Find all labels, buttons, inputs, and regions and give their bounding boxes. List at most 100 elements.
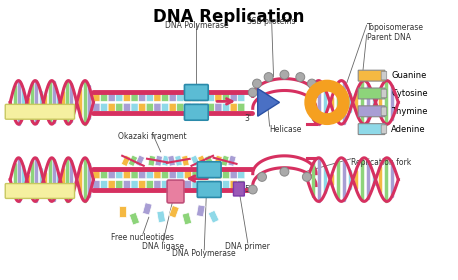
Text: Lagging strand: Lagging strand — [10, 186, 70, 195]
FancyBboxPatch shape — [146, 171, 153, 179]
FancyBboxPatch shape — [93, 104, 100, 111]
FancyBboxPatch shape — [5, 104, 75, 119]
FancyBboxPatch shape — [223, 181, 229, 188]
FancyBboxPatch shape — [169, 171, 176, 179]
FancyBboxPatch shape — [192, 104, 199, 111]
Circle shape — [280, 70, 289, 79]
FancyBboxPatch shape — [124, 94, 131, 101]
FancyBboxPatch shape — [238, 94, 245, 101]
FancyBboxPatch shape — [234, 182, 245, 196]
Circle shape — [296, 73, 305, 81]
FancyBboxPatch shape — [131, 94, 138, 101]
FancyBboxPatch shape — [116, 181, 123, 188]
FancyBboxPatch shape — [200, 181, 207, 188]
Circle shape — [302, 172, 311, 181]
FancyBboxPatch shape — [192, 94, 199, 101]
Text: DNA Replication: DNA Replication — [153, 8, 305, 26]
Bar — [191, 155, 200, 167]
FancyBboxPatch shape — [200, 94, 207, 101]
Bar — [214, 155, 222, 166]
FancyBboxPatch shape — [154, 181, 161, 188]
Bar — [119, 206, 126, 217]
FancyBboxPatch shape — [185, 104, 208, 120]
FancyBboxPatch shape — [93, 94, 100, 101]
FancyBboxPatch shape — [108, 171, 115, 179]
FancyBboxPatch shape — [207, 171, 214, 179]
Bar — [221, 155, 229, 166]
FancyBboxPatch shape — [238, 104, 245, 111]
Bar — [162, 155, 169, 166]
FancyBboxPatch shape — [230, 104, 237, 111]
FancyBboxPatch shape — [124, 104, 131, 111]
FancyBboxPatch shape — [162, 171, 169, 179]
Bar — [182, 155, 189, 166]
Bar — [148, 155, 156, 166]
FancyBboxPatch shape — [230, 94, 237, 101]
FancyBboxPatch shape — [223, 94, 229, 101]
FancyBboxPatch shape — [185, 181, 191, 188]
FancyBboxPatch shape — [358, 106, 385, 117]
FancyBboxPatch shape — [167, 180, 184, 203]
FancyBboxPatch shape — [215, 104, 222, 111]
FancyBboxPatch shape — [185, 171, 191, 179]
Bar — [169, 206, 179, 218]
FancyBboxPatch shape — [108, 181, 115, 188]
FancyBboxPatch shape — [185, 104, 191, 111]
FancyBboxPatch shape — [207, 181, 214, 188]
FancyBboxPatch shape — [197, 182, 221, 197]
Circle shape — [248, 88, 257, 97]
Bar — [228, 155, 236, 166]
FancyBboxPatch shape — [139, 104, 146, 111]
FancyBboxPatch shape — [177, 171, 184, 179]
Text: Guanine: Guanine — [392, 71, 427, 80]
Polygon shape — [258, 88, 279, 116]
FancyBboxPatch shape — [185, 85, 208, 101]
FancyBboxPatch shape — [93, 181, 100, 188]
FancyBboxPatch shape — [108, 94, 115, 101]
Text: SSB proteins: SSB proteins — [247, 17, 296, 26]
FancyBboxPatch shape — [177, 94, 184, 101]
FancyBboxPatch shape — [177, 181, 184, 188]
Text: Leading strand: Leading strand — [10, 107, 70, 116]
Text: DNA Polymerase: DNA Polymerase — [164, 21, 228, 30]
FancyBboxPatch shape — [192, 181, 199, 188]
Text: Topoisomerase: Topoisomerase — [366, 23, 424, 32]
Text: 3': 3' — [244, 114, 251, 123]
FancyBboxPatch shape — [192, 171, 199, 179]
FancyBboxPatch shape — [162, 94, 169, 101]
FancyBboxPatch shape — [230, 181, 237, 188]
FancyBboxPatch shape — [116, 171, 123, 179]
FancyBboxPatch shape — [101, 94, 108, 101]
FancyBboxPatch shape — [116, 94, 123, 101]
FancyBboxPatch shape — [162, 181, 169, 188]
FancyBboxPatch shape — [101, 181, 108, 188]
Text: 5': 5' — [244, 185, 251, 193]
FancyBboxPatch shape — [169, 94, 176, 101]
FancyBboxPatch shape — [200, 171, 207, 179]
FancyBboxPatch shape — [381, 125, 387, 133]
Circle shape — [252, 79, 262, 88]
FancyBboxPatch shape — [238, 171, 245, 179]
FancyBboxPatch shape — [169, 181, 176, 188]
FancyBboxPatch shape — [154, 94, 161, 101]
Text: DNA Polymerase: DNA Polymerase — [172, 249, 236, 258]
Bar — [197, 155, 207, 167]
Bar — [204, 155, 214, 167]
Circle shape — [257, 172, 267, 181]
Bar — [128, 155, 138, 167]
Bar — [168, 155, 175, 166]
Bar — [208, 210, 219, 223]
FancyBboxPatch shape — [381, 89, 387, 98]
FancyBboxPatch shape — [154, 171, 161, 179]
Text: Adenine: Adenine — [392, 125, 426, 134]
FancyBboxPatch shape — [146, 104, 153, 111]
Circle shape — [248, 185, 257, 194]
Bar — [135, 155, 145, 167]
Circle shape — [307, 79, 316, 88]
Bar — [121, 155, 131, 167]
Bar — [182, 213, 192, 225]
FancyBboxPatch shape — [108, 104, 115, 111]
Text: DNA ligase: DNA ligase — [142, 242, 184, 251]
FancyBboxPatch shape — [139, 181, 146, 188]
FancyBboxPatch shape — [358, 124, 385, 135]
